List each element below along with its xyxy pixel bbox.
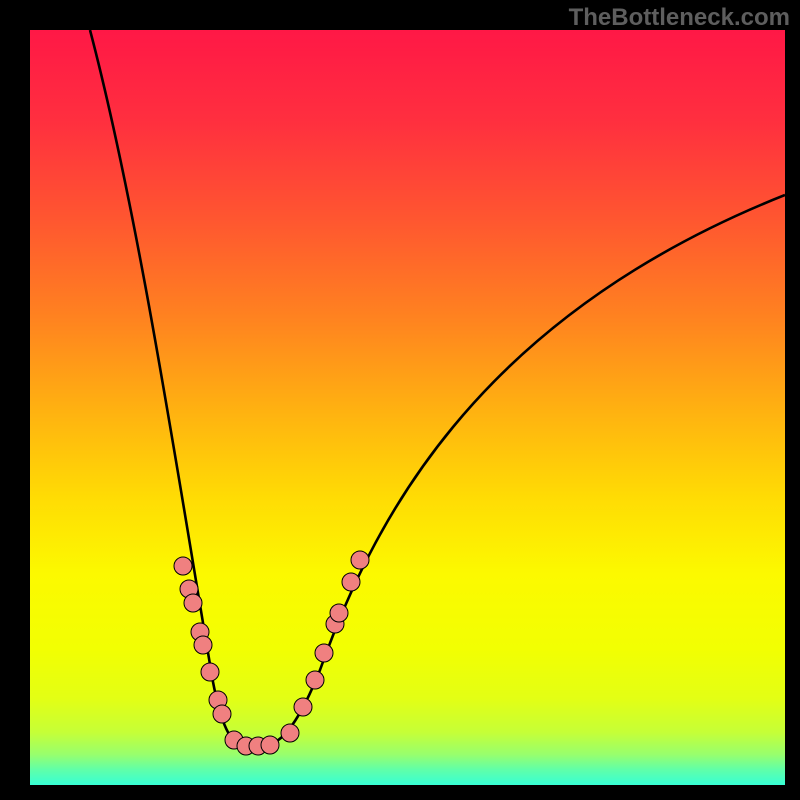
marker-point xyxy=(174,557,192,575)
marker-point xyxy=(306,671,324,689)
marker-point xyxy=(261,736,279,754)
marker-point xyxy=(184,594,202,612)
marker-point xyxy=(201,663,219,681)
marker-point xyxy=(330,604,348,622)
marker-point xyxy=(213,705,231,723)
canvas: TheBottleneck.com xyxy=(0,0,800,800)
plot-background-gradient xyxy=(30,30,785,785)
marker-point xyxy=(351,551,369,569)
chart-svg xyxy=(0,0,800,800)
watermark-text: TheBottleneck.com xyxy=(569,4,790,32)
marker-point xyxy=(194,636,212,654)
marker-point xyxy=(281,724,299,742)
marker-point xyxy=(294,698,312,716)
marker-point xyxy=(342,573,360,591)
marker-point xyxy=(315,644,333,662)
